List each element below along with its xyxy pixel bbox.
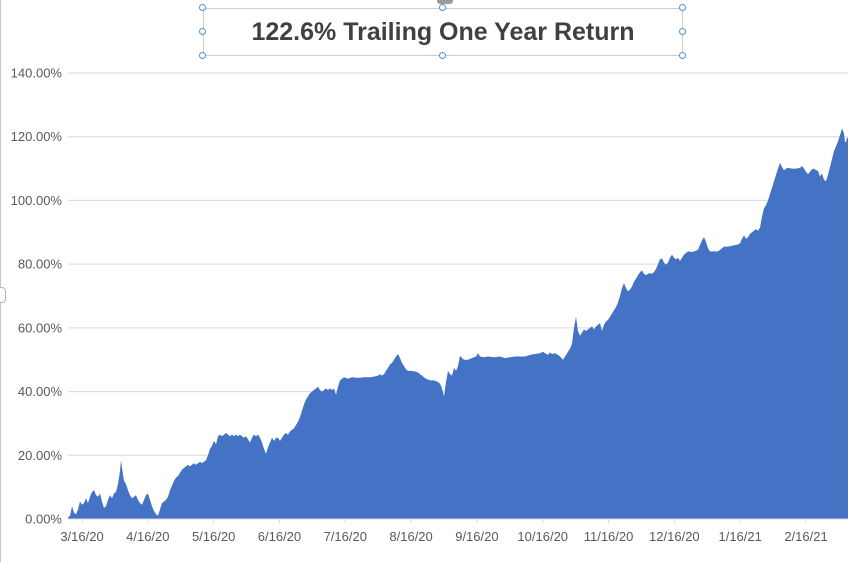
selection-handle-top-right[interactable] <box>679 4 686 11</box>
chart-area-left-handle[interactable] <box>0 287 6 303</box>
x-axis-label: 3/16/20 <box>60 529 103 544</box>
y-axis-label: 20.00% <box>18 448 63 463</box>
selection-handle-bottom-left[interactable] <box>199 52 206 59</box>
x-axis-label: 1/16/21 <box>718 529 761 544</box>
x-axis-label: 4/16/20 <box>126 529 169 544</box>
y-axis-label: 60.00% <box>18 320 63 335</box>
y-axis-label: 140.00% <box>11 66 63 81</box>
x-axis-label: 11/16/20 <box>584 529 634 544</box>
selection-handle-top-left[interactable] <box>199 4 206 11</box>
return-area-series <box>68 128 848 519</box>
chart-resize-tab[interactable] <box>437 0 453 4</box>
y-axis-label: 40.00% <box>18 384 63 399</box>
y-axis-label: 80.00% <box>18 257 63 272</box>
x-axis-label: 6/16/20 <box>258 529 301 544</box>
x-axis-label: 5/16/20 <box>192 529 235 544</box>
selection-handle-top-center[interactable] <box>439 4 446 11</box>
x-axis-label: 7/16/20 <box>324 529 367 544</box>
selection-handle-mid-right[interactable] <box>679 28 686 35</box>
chart-title: 122.6% Trailing One Year Return <box>251 17 635 46</box>
x-axis-label: 8/16/20 <box>389 529 432 544</box>
selection-handle-mid-left[interactable] <box>199 28 206 35</box>
y-axis-label: 0.00% <box>25 512 62 527</box>
y-axis-label: 100.00% <box>11 193 63 208</box>
chart-frame-left-edge <box>0 0 1 562</box>
selection-handle-bottom-right[interactable] <box>679 52 686 59</box>
x-axis-label: 10/16/20 <box>517 529 568 544</box>
x-axis-label: 2/16/21 <box>784 529 827 544</box>
x-axis-label: 12/16/20 <box>649 529 700 544</box>
selection-handle-bottom-center[interactable] <box>439 52 446 59</box>
y-axis-label: 120.00% <box>11 129 63 144</box>
x-axis-label: 9/16/20 <box>455 529 498 544</box>
chart-title-box[interactable]: 122.6% Trailing One Year Return <box>203 8 683 56</box>
